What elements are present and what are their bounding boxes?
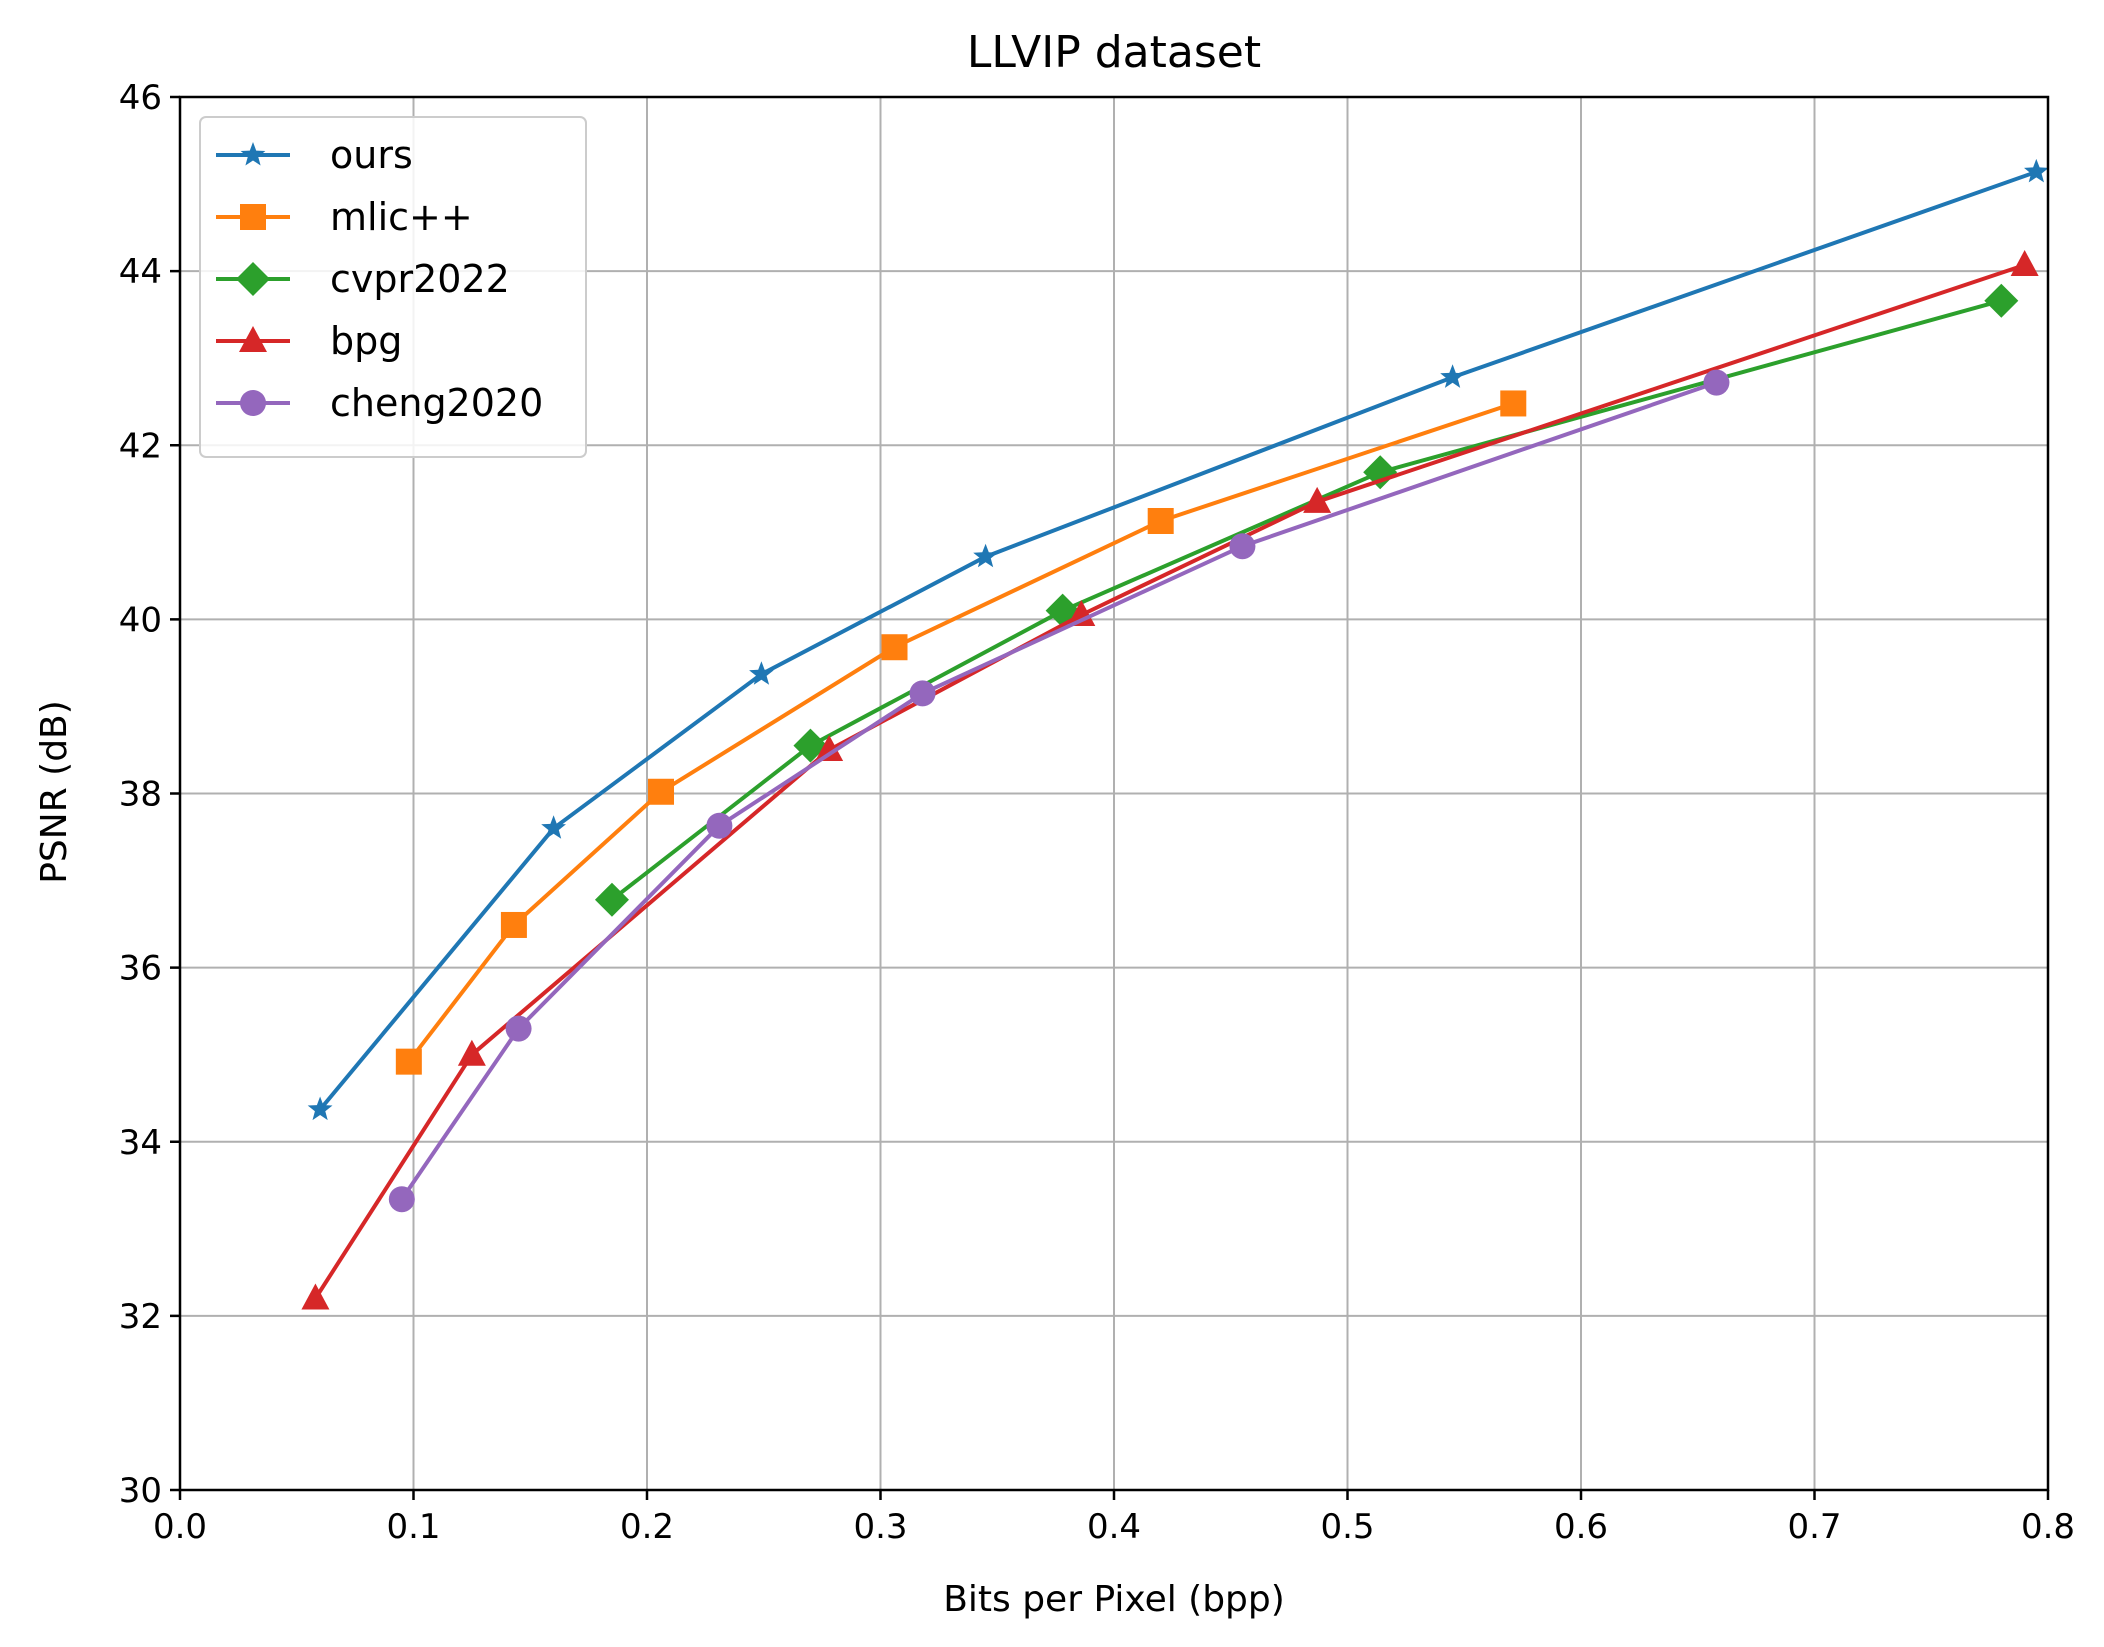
series-mlic++: [395, 390, 1527, 1075]
data-point-cheng2020: [909, 680, 936, 707]
legend-marker: [240, 390, 266, 416]
series-line-ours: [318, 170, 2037, 1111]
legend-item-cheng2020: cheng2020: [216, 381, 543, 425]
data-point-mlic++: [1500, 390, 1527, 417]
series-cheng2020: [388, 369, 1730, 1213]
x-tick-label: 0.3: [853, 1507, 907, 1547]
series-line-bpg: [313, 263, 2026, 1300]
legend-marker: [239, 326, 267, 352]
x-tick-label: 0.6: [1554, 1507, 1608, 1547]
y-tick-label: 32: [119, 1297, 162, 1337]
ticks: 0.0 0.1 0.2 0.3 0.4 0.5 0.6 0.7 0.8 30 32 34 36 38 40 4…: [119, 78, 2075, 1547]
y-tick-label: 40: [119, 600, 162, 640]
data-point-cvpr2022: [594, 882, 629, 917]
legend-label: mlic++: [330, 195, 473, 239]
data-point-mlic++: [500, 911, 527, 938]
x-tick-label: 0.5: [1320, 1507, 1374, 1547]
legend-item-bpg: bpg: [216, 319, 402, 363]
y-tick-label: 38: [119, 775, 162, 815]
legend-item-mlic++: mlic++: [216, 195, 473, 239]
data-point-cheng2020: [1703, 369, 1730, 396]
data-point-cheng2020: [388, 1186, 415, 1213]
x-axis-title: Bits per Pixel (bpp): [943, 1579, 1285, 1620]
data-point-ours: [749, 661, 774, 685]
data-point-bpg: [2010, 250, 2039, 277]
x-tick-label: 0.2: [620, 1507, 674, 1547]
data-point-ours: [973, 543, 998, 568]
y-tick-label: 34: [119, 1123, 162, 1163]
data-point-bpg: [301, 1283, 330, 1310]
x-tick-label: 0.0: [153, 1507, 207, 1547]
x-tick-label: 0.4: [1087, 1507, 1141, 1547]
data-point-ours: [307, 1096, 333, 1121]
data-point-ours: [541, 815, 566, 839]
data-point-ours: [1440, 364, 1465, 388]
data-point-mlic++: [395, 1048, 422, 1075]
series-bpg: [301, 250, 2039, 1310]
legend-box: [199, 116, 587, 458]
y-tick-label: 30: [119, 1471, 162, 1511]
x-tick-label: 0.1: [386, 1507, 440, 1547]
data-point-bpg: [457, 1039, 486, 1066]
legend: ours mlic++ cvpr2022 bpg cheng2020: [199, 116, 587, 458]
legend-label: bpg: [330, 319, 402, 363]
data-point-mlic++: [881, 634, 908, 661]
legend-marker: [240, 142, 266, 166]
legend-marker: [240, 204, 266, 230]
x-tick-label: 0.7: [1787, 1507, 1841, 1547]
legend-item-cvpr2022: cvpr2022: [216, 257, 510, 301]
y-tick-label: 46: [119, 78, 162, 118]
legend-label: ours: [330, 133, 413, 177]
data-point-bpg: [1067, 600, 1096, 627]
x-tick-label: 0.8: [2021, 1507, 2075, 1547]
data-point-mlic++: [1147, 507, 1174, 534]
data-point-cheng2020: [505, 1015, 532, 1042]
y-tick-label: 42: [119, 426, 162, 466]
y-tick-label: 36: [119, 949, 162, 989]
data-point-bpg: [1303, 486, 1332, 513]
series-layer: [301, 158, 2049, 1310]
y-axis-title: PSNR (dB): [34, 700, 75, 884]
data-point-cvpr2022: [1984, 283, 2019, 318]
data-point-cheng2020: [706, 812, 733, 839]
legend-item-ours: ours: [216, 133, 413, 177]
legend-label: cvpr2022: [330, 257, 510, 301]
series-cvpr2022: [594, 283, 2019, 917]
legend-label: cheng2020: [330, 381, 543, 425]
legend-marker: [236, 262, 270, 296]
data-point-ours: [2024, 158, 2049, 183]
data-point-cvpr2022: [1363, 455, 1398, 490]
data-point-cheng2020: [1229, 533, 1256, 560]
data-point-mlic++: [648, 778, 675, 805]
series-line-mlic++: [407, 401, 1514, 1063]
y-tick-label: 44: [119, 252, 162, 292]
data-point-bpg: [815, 734, 844, 761]
series-ours: [307, 158, 2049, 1121]
chart-title: LLVIP dataset: [967, 27, 1261, 78]
series-line-cheng2020: [400, 380, 1718, 1201]
